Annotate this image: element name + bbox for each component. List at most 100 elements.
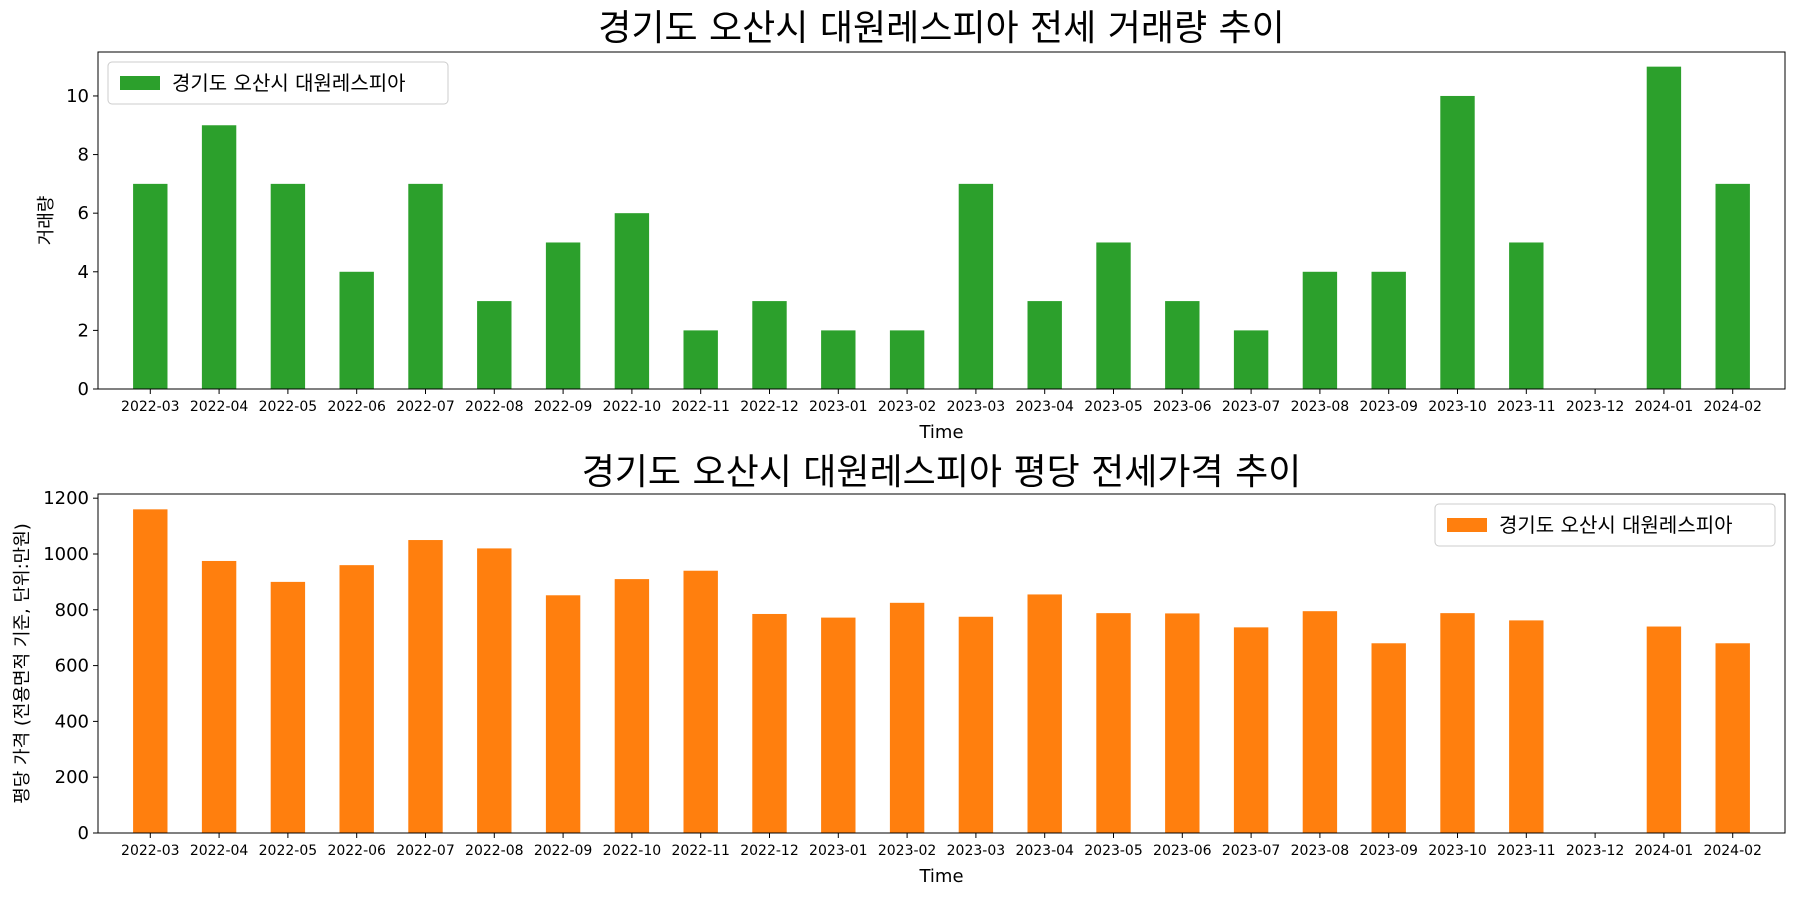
- bar-2022-12: [752, 301, 787, 389]
- x-tick-label: 2023-06: [1153, 843, 1212, 859]
- x-axis-label: Time: [918, 866, 963, 887]
- x-tick-label: 2024-02: [1703, 399, 1762, 415]
- bar-2022-09: [545, 242, 581, 389]
- bar-2022-09: [545, 595, 581, 833]
- bar-2022-05: [270, 581, 306, 833]
- y-tick-label: 200: [55, 767, 89, 788]
- bar-2023-04: [1027, 594, 1062, 833]
- x-tick-label: 2023-04: [1015, 399, 1074, 415]
- x-tick-label: 2022-11: [671, 399, 730, 415]
- y-tick-label: 10: [66, 86, 89, 107]
- y-tick-label: 800: [55, 600, 89, 621]
- bar-2022-06: [339, 565, 374, 833]
- x-tick-label: 2022-12: [740, 843, 799, 859]
- bar-2023-08: [1302, 611, 1338, 833]
- bar-2023-06: [1165, 301, 1200, 389]
- bar-2022-03: [133, 509, 168, 833]
- bar-2023-03: [958, 183, 994, 389]
- bar-2024-02: [1715, 183, 1750, 389]
- x-tick-label: 2022-04: [190, 843, 249, 859]
- y-tick-label: 6: [78, 203, 89, 224]
- y-axis-label: 평당 가격 (전용면적 기준, 단위:만원): [12, 523, 33, 804]
- axes-frame: [97, 51, 1786, 390]
- y-tick-label: 400: [55, 711, 89, 732]
- bar-2024-01: [1646, 626, 1682, 833]
- bar-2023-07: [1233, 330, 1269, 389]
- bar-2022-12: [752, 613, 787, 833]
- bar-2022-10: [614, 579, 650, 833]
- x-tick-label: 2022-05: [259, 399, 318, 415]
- bar-2023-07: [1233, 627, 1269, 833]
- x-tick-label: 2023-06: [1153, 399, 1212, 415]
- y-tick-label: 0: [78, 379, 89, 400]
- chart-title: 경기도 오산시 대원레스피아 전세 거래량 추이: [598, 8, 1285, 49]
- bar-2023-05: [1096, 613, 1131, 833]
- legend-label: 경기도 오산시 대원레스피아: [1499, 513, 1733, 537]
- bar-2022-04: [201, 125, 237, 390]
- x-tick-label: 2022-07: [396, 843, 455, 859]
- bar-2024-02: [1715, 643, 1750, 833]
- bar-2023-02: [889, 602, 925, 833]
- bar-2022-08: [477, 548, 512, 833]
- y-axis-label: 거래량: [36, 196, 57, 246]
- legend: 경기도 오산시 대원레스피아: [107, 61, 449, 105]
- x-tick-label: 2022-09: [534, 843, 593, 859]
- x-tick-label: 2023-11: [1497, 843, 1556, 859]
- bar-2022-07: [408, 540, 443, 833]
- y-tick-label: 2: [78, 320, 89, 341]
- x-tick-label: 2022-11: [671, 843, 730, 859]
- x-tick-label: 2023-09: [1359, 843, 1418, 859]
- x-tick-label: 2023-01: [809, 399, 868, 415]
- y-tick-label: 8: [78, 145, 89, 166]
- bar-2022-10: [614, 213, 650, 389]
- y-tick-label: 1000: [43, 544, 89, 565]
- x-tick-label: 2023-04: [1015, 843, 1074, 859]
- x-tick-label: 2023-05: [1084, 399, 1143, 415]
- bar-2022-11: [683, 330, 718, 389]
- x-tick-label: 2024-02: [1703, 843, 1762, 859]
- x-tick-label: 2023-11: [1497, 399, 1556, 415]
- x-tick-label: 2022-06: [327, 843, 386, 859]
- x-tick-label: 2022-03: [121, 399, 180, 415]
- bar-2023-09: [1371, 643, 1406, 833]
- x-tick-label: 2023-08: [1291, 399, 1350, 415]
- bar-2023-11: [1509, 242, 1544, 389]
- bar-2023-10: [1440, 95, 1475, 390]
- bar-2022-06: [339, 271, 374, 389]
- x-tick-label: 2023-03: [947, 843, 1006, 859]
- x-tick-label: 2024-01: [1635, 843, 1694, 859]
- x-tick-label: 2023-02: [878, 399, 937, 415]
- x-tick-label: 2023-07: [1222, 399, 1281, 415]
- x-tick-label: 2022-03: [121, 843, 180, 859]
- legend-swatch: [1447, 518, 1487, 532]
- bar-2023-11: [1509, 620, 1544, 833]
- bar-2023-10: [1440, 613, 1475, 833]
- axes-frame: [97, 493, 1786, 834]
- x-tick-label: 2023-08: [1291, 843, 1350, 859]
- legend-swatch: [120, 76, 160, 90]
- bar-2022-03: [133, 183, 168, 389]
- y-tick-label: 1200: [43, 488, 89, 509]
- y-tick-label: 600: [55, 656, 89, 677]
- x-tick-label: 2023-07: [1222, 843, 1281, 859]
- bar-2023-06: [1165, 613, 1200, 833]
- chart-title: 경기도 오산시 대원레스피아 평당 전세가격 추이: [582, 452, 1302, 493]
- x-tick-label: 2024-01: [1635, 399, 1694, 415]
- x-tick-label: 2023-10: [1428, 399, 1487, 415]
- x-tick-label: 2022-12: [740, 399, 799, 415]
- x-tick-label: 2022-06: [327, 399, 386, 415]
- x-tick-label: 2023-05: [1084, 843, 1143, 859]
- x-tick-label: 2023-03: [947, 399, 1006, 415]
- chart-panel-2: 경기도 오산시 대원레스피아 평당 전세가격 추이 2022-03 2022-04 2…: [12, 452, 1786, 887]
- x-tick-label: 2023-02: [878, 843, 937, 859]
- x-tick-label: 2023-12: [1566, 399, 1625, 415]
- bar-2023-09: [1371, 271, 1406, 389]
- legend-box: [107, 61, 449, 105]
- bar-2023-08: [1302, 271, 1338, 389]
- x-tick-label: 2022-05: [259, 843, 318, 859]
- x-tick-label: 2023-12: [1566, 843, 1625, 859]
- bar-2024-01: [1646, 66, 1682, 390]
- bar-2023-02: [889, 330, 925, 389]
